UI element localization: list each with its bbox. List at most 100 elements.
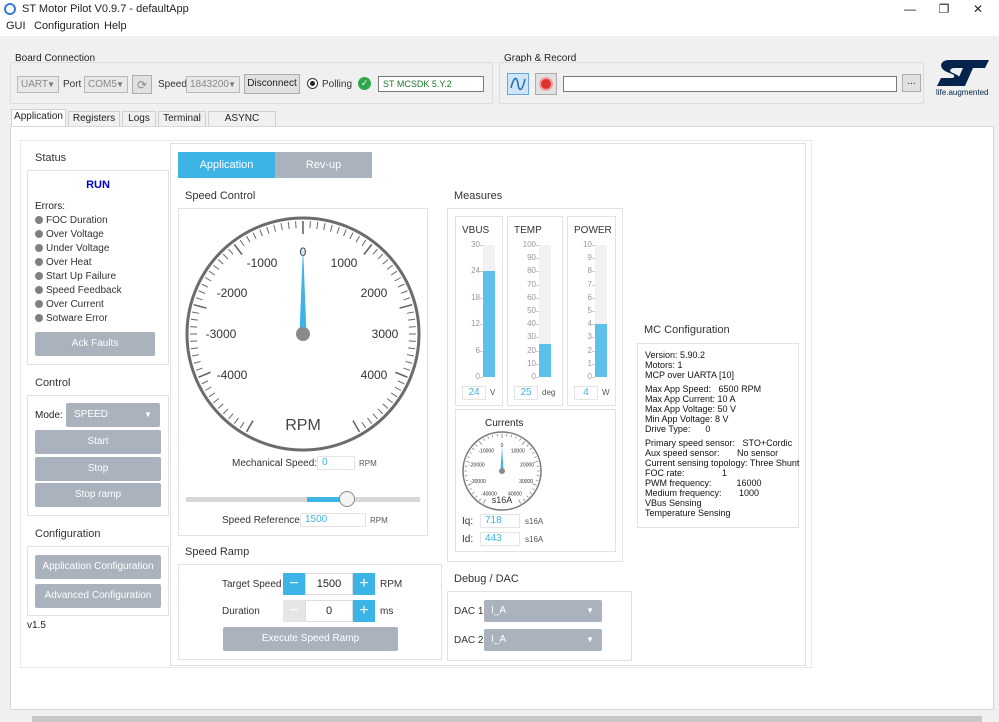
temp-tick-label: 50 [527,306,536,315]
speed-slider[interactable] [186,491,420,507]
temp-tick-mark [536,271,539,273]
speed-reference-field[interactable]: 1500 [300,513,366,527]
vbus-unit: V [490,388,496,397]
temp-tick-label: 30 [527,332,536,342]
record-path-input[interactable] [563,76,897,92]
id-label: Id: [462,534,474,545]
target-speed-increment-button[interactable]: + [353,573,375,595]
menu-configuration[interactable]: Configuration [34,20,100,32]
vbus-tick-mark [480,377,483,378]
gauge-tick [408,347,416,350]
ack-faults-button[interactable]: Ack Faults [35,332,155,356]
tab-terminal[interactable]: Terminal [158,111,206,127]
currents-gauge-tick [472,492,475,495]
currents-gauge-tick [491,434,494,438]
currents-gauge-tick [529,492,532,495]
baudrate-select[interactable]: 1843200 ▼ [186,76,240,93]
temp-unit: deg [542,388,556,397]
gauge-tick [382,403,389,409]
tab-logs[interactable]: Logs [122,111,156,127]
mechanical-speed-unit: RPM [359,459,377,468]
gauge-tick [273,224,277,232]
gauge-tick [192,311,200,314]
st-logo: life.augmented [935,58,991,98]
subtab-application[interactable]: Application [178,152,275,178]
port-select[interactable]: COM5 ▼ [84,76,128,93]
bottom-scrollbar[interactable] [32,716,982,722]
stop-button[interactable]: Stop [35,457,161,481]
disconnect-button[interactable]: Disconnect [244,74,300,94]
currents-gauge-tick [518,499,522,504]
gauge-tick [190,318,198,321]
mc-config-line: Version: 5.90.2 [645,350,706,360]
currents-gauge-tick [529,447,532,450]
stop-ramp-button[interactable]: Stop ramp [35,483,161,507]
start-button[interactable]: Start [35,430,161,454]
dac2-select[interactable]: I_A ▼ [484,629,602,651]
menu-help[interactable]: Help [104,20,127,32]
temp-tick-label: 40 [527,319,536,329]
control-box: Mode: SPEED ▼ Start Stop Stop ramp [27,395,169,516]
target-speed-input[interactable]: 1500 [305,573,353,595]
browse-button[interactable]: ... [902,74,921,92]
temp-tick-label: 100 [522,240,536,249]
restore-button[interactable]: ❐ [938,2,950,16]
iq-label: Iq: [462,516,474,527]
tab-application[interactable]: Application [11,109,66,127]
power-tick-mark [592,337,595,339]
temp-value: 25 [514,386,538,400]
advanced-configuration-button[interactable]: Advanced Configuration [35,584,161,608]
gauge-tick [390,392,398,398]
mechanical-speed-label: Mechanical Speed: [232,458,318,469]
currents-gauge-label: -30000 [470,479,486,485]
target-speed-label: Target Speed [222,579,282,590]
currents-gauge-tick [534,456,537,458]
vbus-tick-label: 30 [471,240,480,249]
speed-slider-thumb[interactable] [338,491,355,507]
graph-button[interactable] [507,73,529,95]
polling-radio[interactable] [307,78,318,89]
mode-select[interactable]: SPEED ▼ [66,403,160,427]
duration-increment-button[interactable]: + [353,600,375,622]
menu-gui[interactable]: GUI [6,20,26,32]
temp-title: TEMP [514,225,542,236]
configuration-title: Configuration [35,528,101,540]
gauge-tick [246,235,251,243]
currents-gauge-tick [523,498,526,501]
gauge-tick [361,421,367,429]
currents-gauge-tick [515,436,517,439]
gauge-label: -1000 [247,256,278,270]
speed-control-title: Speed Control [185,190,256,202]
status-led-icon [35,286,43,294]
currents-title: Currents [485,418,524,429]
power-tick-label: 1 [587,358,592,368]
power-tick-label: 0 [587,372,592,381]
duration-input[interactable]: 0 [305,600,353,622]
protocol-select[interactable]: UART ▼ [17,76,59,93]
graph-record-title: Graph & Record [504,53,577,64]
temp-tick-label: 80 [527,266,536,276]
subtab-rev-up[interactable]: Rev-up [275,152,372,178]
execute-speed-ramp-button[interactable]: Execute Speed Ramp [223,627,398,651]
mc-configuration-title: MC Configuration [644,324,730,336]
close-button[interactable]: ✕ [972,2,984,16]
tab-async-config[interactable]: ASYNC Config [208,111,276,138]
minimize-button[interactable]: — [904,2,916,16]
chevron-down-icon: ▼ [228,80,236,89]
dac1-select[interactable]: I_A ▼ [484,600,602,622]
record-button[interactable] [535,73,557,95]
status-box: RUN Errors: FOC Duration Over Voltage Un… [27,170,169,365]
gauge-tick [329,224,333,232]
connected-check-icon: ✓ [358,77,371,90]
gauge-label: -3000 [206,327,237,341]
application-configuration-button[interactable]: Application Configuration [35,555,161,579]
chevron-down-icon: ▼ [586,606,594,615]
refresh-ports-button[interactable]: ⟳ [132,75,152,94]
tab-registers[interactable]: Registers [68,111,120,127]
power-tick-label: 3 [587,332,592,342]
duration-decrement-button[interactable]: − [283,600,305,622]
currents-gauge-label: 0 [501,443,504,449]
port-label: Port [63,79,82,90]
target-speed-decrement-button[interactable]: − [283,573,305,595]
menu-bar: GUI Configuration Help [0,18,999,36]
